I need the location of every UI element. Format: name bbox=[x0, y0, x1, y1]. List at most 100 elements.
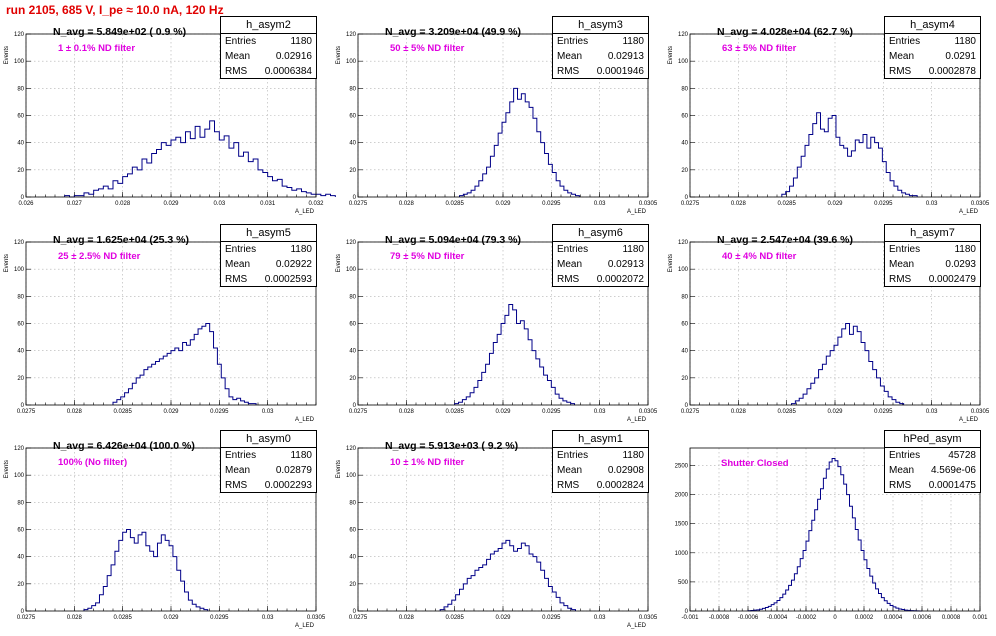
stats-label: Entries bbox=[889, 244, 921, 255]
x-tick-label: 0.0285 bbox=[113, 615, 132, 621]
histogram-plot: 0.0275 0.028 0.0285 0.029 0.0295 0.03 0.0305 0 2… bbox=[336, 240, 658, 423]
stats-value: 0.02908 bbox=[607, 465, 644, 476]
stats-row-mean: Mean 0.02908 bbox=[553, 463, 648, 478]
y-tick-label: 120 bbox=[678, 240, 689, 246]
stats-label: Mean bbox=[889, 51, 915, 62]
stats-row-rms: RMS 0.0002593 bbox=[221, 272, 316, 287]
x-tick-label: 0.0305 bbox=[639, 409, 658, 415]
plot-frame bbox=[357, 241, 649, 406]
x-tick-label: 0.0275 bbox=[681, 409, 700, 415]
stats-box: h_asym4 Entries 1180 Mean 0.0291 RMS 0.0002878 bbox=[884, 16, 981, 79]
y-tick-label: 120 bbox=[346, 446, 357, 452]
y-tick-label: 80 bbox=[17, 86, 24, 92]
x-tick-label: 0.0295 bbox=[210, 615, 229, 621]
y-tick-label: 40 bbox=[681, 349, 688, 355]
stats-value: 0.02922 bbox=[275, 259, 312, 270]
x-axis-label: A_LED bbox=[295, 417, 315, 423]
stats-value: 1180 bbox=[290, 244, 312, 255]
stats-label: RMS bbox=[889, 274, 912, 285]
y-tick-label: 0 bbox=[353, 609, 357, 615]
x-axis-label: A_LED bbox=[295, 209, 315, 215]
stats-row-mean: Mean 0.0293 bbox=[885, 257, 980, 272]
y-tick-label: 100 bbox=[678, 59, 689, 65]
x-tick-label: 0.03 bbox=[594, 615, 606, 621]
x-axis-label: A_LED bbox=[295, 623, 315, 629]
y-tick-label: 20 bbox=[17, 376, 24, 382]
histogram-series bbox=[83, 529, 209, 611]
stats-value: 0.0293 bbox=[945, 259, 976, 270]
histogram-plot: 0.0275 0.028 0.0285 0.029 0.0295 0.03 0.0305 0 2… bbox=[668, 240, 990, 423]
histogram-plot: 0.0275 0.028 0.0285 0.029 0.0295 0.03 0.0305 0 2… bbox=[336, 32, 658, 215]
stats-label: Entries bbox=[889, 450, 921, 461]
stats-box: h_asym0 Entries 1180 Mean 0.02879 RMS 0.000229… bbox=[220, 430, 317, 493]
y-tick-label: 0 bbox=[353, 403, 357, 409]
plot-frame bbox=[25, 241, 317, 406]
y-tick-label: 120 bbox=[14, 240, 25, 246]
y-tick-label: 100 bbox=[14, 267, 25, 273]
filter-label: 63 ± 5% ND filter bbox=[722, 43, 797, 54]
x-tick-label: 0.027 bbox=[67, 201, 83, 207]
y-tick-label: 40 bbox=[349, 141, 356, 147]
stats-label: Entries bbox=[225, 450, 257, 461]
x-tick-label: 0.0305 bbox=[639, 615, 658, 621]
y-tick-label: 100 bbox=[14, 59, 25, 65]
y-tick-label: 80 bbox=[681, 86, 688, 92]
histogram-series bbox=[459, 87, 580, 197]
y-tick-label: 60 bbox=[17, 528, 24, 534]
histogram-plot: 0.026 0.027 0.028 0.029 0.03 0.031 0.032 0 20 40 6… bbox=[4, 32, 336, 215]
navg-label: N_avg = 2.547e+04 (39.6 %) bbox=[717, 234, 854, 246]
x-tick-label: 0.028 bbox=[115, 201, 131, 207]
stats-label: Entries bbox=[225, 244, 257, 255]
stats-box-title: h_asym5 bbox=[221, 225, 316, 242]
x-axis-label: A_LED bbox=[959, 209, 979, 215]
y-tick-label: 100 bbox=[678, 267, 689, 273]
y-tick-label: 80 bbox=[17, 294, 24, 300]
histogram-plot: 0.0275 0.028 0.0285 0.029 0.0295 0.03 0.0305 0 2… bbox=[4, 446, 326, 629]
x-tick-label: 0.0275 bbox=[349, 201, 368, 207]
y-tick-label: 40 bbox=[17, 555, 24, 561]
x-tick-label: 0.0295 bbox=[542, 409, 561, 415]
stats-value: 1180 bbox=[954, 244, 976, 255]
y-tick-label: 80 bbox=[349, 500, 356, 506]
filter-label: 40 ± 4% ND filter bbox=[722, 251, 797, 262]
plot-frame bbox=[689, 241, 981, 406]
x-tick-label: -0.0008 bbox=[709, 615, 730, 621]
stats-row-mean: Mean 0.02913 bbox=[553, 257, 648, 272]
navg-label: N_avg = 4.028e+04 (62.7 %) bbox=[717, 26, 854, 38]
x-tick-label: -0.001 bbox=[681, 615, 699, 621]
navg-label: N_avg = 5.094e+04 (79.3 %) bbox=[385, 234, 522, 246]
stats-label: Mean bbox=[889, 259, 915, 270]
x-tick-label: 0.0285 bbox=[445, 409, 464, 415]
x-tick-label: 0.0295 bbox=[874, 201, 893, 207]
stats-value: 0.02913 bbox=[607, 51, 644, 62]
filter-label: 10 ± 1% ND filter bbox=[390, 457, 465, 468]
y-tick-label: 20 bbox=[17, 168, 24, 174]
stats-label: RMS bbox=[557, 480, 580, 491]
stats-value: 0.0002072 bbox=[596, 274, 644, 285]
x-tick-label: 0.0275 bbox=[349, 615, 368, 621]
stats-box-title: hPed_asym bbox=[885, 431, 980, 448]
y-axis-label: Events bbox=[668, 46, 674, 64]
stats-row-entries: Entries 1180 bbox=[221, 34, 316, 49]
filter-label: Shutter Closed bbox=[721, 458, 789, 469]
stats-label: Entries bbox=[557, 244, 589, 255]
y-tick-label: 20 bbox=[349, 376, 356, 382]
x-tick-label: 0.029 bbox=[827, 201, 843, 207]
stats-row-mean: Mean 4.569e-06 bbox=[885, 463, 980, 478]
y-tick-label: 120 bbox=[678, 32, 689, 38]
y-tick-label: 0 bbox=[685, 403, 689, 409]
y-tick-label: 80 bbox=[349, 86, 356, 92]
histogram-panel-h_asym2: 0.026 0.027 0.028 0.029 0.03 0.031 0.032 0 20 40 6… bbox=[0, 16, 336, 222]
stats-box-title: h_asym0 bbox=[221, 431, 316, 448]
y-tick-label: 80 bbox=[17, 500, 24, 506]
histogram-panel-h_asym1: 0.0275 0.028 0.0285 0.029 0.0295 0.03 0.0305 0 2… bbox=[332, 430, 662, 636]
histogram-panel-h_asym5: 0.0275 0.028 0.0285 0.029 0.0295 0.03 0 20 40 60 8… bbox=[0, 224, 330, 430]
x-tick-label: 0.03 bbox=[213, 201, 225, 207]
stats-box: h_asym7 Entries 1180 Mean 0.0293 RMS 0.0002479 bbox=[884, 224, 981, 287]
x-tick-label: 0.029 bbox=[163, 615, 179, 621]
stats-value: 0.0002479 bbox=[928, 274, 976, 285]
navg-label: N_avg = 5.913e+03 ( 9.2 %) bbox=[385, 440, 519, 452]
y-axis-label: Events bbox=[336, 460, 342, 478]
filter-label: 25 ± 2.5% ND filter bbox=[58, 251, 141, 262]
y-tick-label: 1000 bbox=[675, 551, 689, 557]
